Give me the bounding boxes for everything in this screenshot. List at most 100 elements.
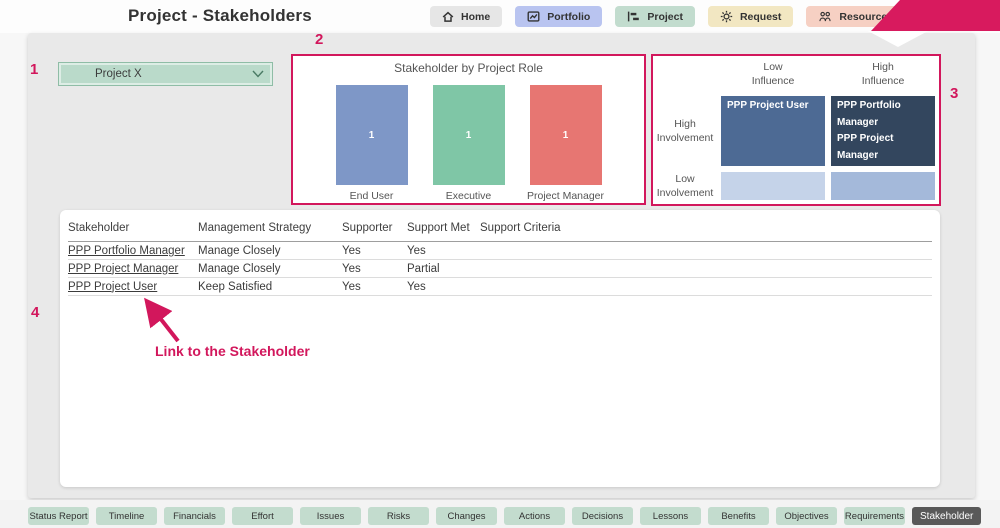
annotation-marker-2: 2 bbox=[315, 31, 324, 48]
cell-support-criteria bbox=[480, 277, 932, 296]
bar-column: 1 Project Manager bbox=[526, 85, 605, 202]
matrix-cell-stakeholder: PPP Project User bbox=[727, 100, 809, 111]
cell-support-criteria bbox=[480, 259, 932, 278]
cell-support-criteria bbox=[480, 241, 932, 260]
bar-data-label: 1 bbox=[465, 129, 472, 141]
tab-status-report[interactable]: Status Report bbox=[28, 507, 89, 525]
col-header-supporter: Supporter bbox=[342, 214, 407, 242]
tab-decisions[interactable]: Decisions bbox=[572, 507, 633, 525]
cell-management-strategy: Manage Closely bbox=[198, 241, 342, 260]
matrix-corner bbox=[655, 58, 715, 90]
request-icon bbox=[720, 10, 733, 23]
bottom-tab-bar: Status Report Timeline Financials Effort Iss… bbox=[0, 500, 1000, 528]
nav-button-label: Project bbox=[647, 10, 683, 23]
matrix-cell[interactable]: PPP Portfolio Manager PPP Project Manager bbox=[831, 96, 935, 166]
nav-portfolio-button[interactable]: Portfolio bbox=[515, 6, 603, 27]
matrix-cell-stakeholder: PPP Project Manager bbox=[837, 133, 894, 161]
resource-icon bbox=[818, 10, 832, 23]
cell-supporter: Yes bbox=[342, 259, 407, 278]
bar-column: 1 Executive bbox=[432, 85, 505, 202]
page-title: Project - Stakeholders bbox=[128, 6, 312, 25]
cell-supporter: Yes bbox=[342, 277, 407, 296]
cell-stakeholder: PPP Project Manager bbox=[68, 259, 198, 278]
col-header-support-criteria: Support Criteria bbox=[480, 214, 932, 242]
tab-lessons[interactable]: Lessons bbox=[640, 507, 701, 525]
matrix-col-header: High Influence bbox=[861, 60, 905, 87]
tab-timeline[interactable]: Timeline bbox=[96, 507, 157, 525]
tab-benefits[interactable]: Benefits bbox=[708, 507, 769, 525]
col-header-management-strategy: Management Strategy bbox=[198, 214, 342, 242]
stakeholder-link[interactable]: PPP Portfolio Manager bbox=[68, 244, 185, 257]
tab-effort[interactable]: Effort bbox=[232, 507, 293, 525]
matrix-cell[interactable] bbox=[831, 172, 935, 201]
bar-category-label: End User bbox=[349, 190, 394, 202]
bar-data-label: 1 bbox=[562, 129, 569, 141]
tab-financials[interactable]: Financials bbox=[164, 507, 225, 525]
stakeholder-by-role-chart: Stakeholder by Project Role 1 End User 1 Ex… bbox=[291, 54, 646, 205]
influence-involvement-matrix: Low Influence High Influence High Involvement… bbox=[651, 54, 941, 206]
cell-stakeholder: PPP Project User bbox=[68, 277, 198, 296]
tab-objectives[interactable]: Objectives bbox=[776, 507, 837, 525]
stakeholder-table-card: Stakeholder Management Strategy Supporte… bbox=[60, 210, 940, 487]
tab-issues[interactable]: Issues bbox=[300, 507, 361, 525]
bar-category-label: Executive bbox=[445, 190, 492, 202]
cell-support-met: Partial bbox=[407, 259, 480, 278]
cell-supporter: Yes bbox=[342, 241, 407, 260]
portfolio-icon bbox=[527, 10, 540, 23]
nav-home-button[interactable]: Home bbox=[430, 6, 503, 27]
matrix-grid: Low Influence High Influence High Involvement… bbox=[655, 58, 935, 201]
project-slicer-value: Project X bbox=[95, 68, 142, 80]
nav-bar: Home Portfolio Project Request Resource bbox=[430, 6, 900, 27]
bar-executive[interactable]: 1 bbox=[432, 85, 505, 185]
table-row: PPP Project User Keep Satisfied Yes Yes bbox=[68, 277, 932, 296]
bar-category-label: Project Manager bbox=[526, 190, 605, 202]
table-row: PPP Project Manager Manage Closely Yes Part… bbox=[68, 259, 932, 278]
annotation-marker-3: 3 bbox=[950, 85, 959, 102]
stakeholder-link[interactable]: PPP Project User bbox=[68, 280, 158, 293]
chart-title: Stakeholder by Project Role bbox=[394, 61, 543, 75]
col-header-support-met: Support Met bbox=[407, 214, 480, 242]
table-header-row: Stakeholder Management Strategy Supporte… bbox=[68, 214, 932, 242]
tab-stakeholder[interactable]: Stakeholder bbox=[912, 507, 982, 525]
matrix-cell-stakeholder: PPP Portfolio Manager bbox=[837, 100, 901, 128]
bar-end-user[interactable]: 1 bbox=[335, 85, 408, 185]
tab-requirements[interactable]: Requirements bbox=[844, 507, 905, 525]
table-row: PPP Portfolio Manager Manage Closely Yes Ye… bbox=[68, 241, 932, 260]
stakeholder-link[interactable]: PPP Project Manager bbox=[68, 262, 179, 275]
cell-management-strategy: Keep Satisfied bbox=[198, 277, 342, 296]
cell-support-met: Yes bbox=[407, 277, 480, 296]
nav-request-button[interactable]: Request bbox=[707, 6, 794, 27]
annotation-marker-4: 4 bbox=[31, 304, 40, 321]
annotation-marker-1: 1 bbox=[30, 61, 39, 78]
bar-project-manager[interactable]: 1 bbox=[529, 85, 602, 185]
project-icon bbox=[627, 10, 640, 23]
project-slicer-dropdown[interactable]: Project X bbox=[58, 62, 273, 86]
stakeholder-table: Stakeholder Management Strategy Supporte… bbox=[68, 214, 932, 296]
cell-management-strategy: Manage Closely bbox=[198, 259, 342, 278]
chevron-down-icon bbox=[252, 70, 272, 78]
nav-button-label: Portfolio bbox=[547, 10, 591, 23]
top-header-bar: Project - Stakeholders Home Portfolio Proj… bbox=[0, 0, 1000, 33]
matrix-row-header: Low Involvement bbox=[656, 173, 714, 200]
cell-stakeholder: PPP Portfolio Manager bbox=[68, 241, 198, 260]
annotation-arrow-label: Link to the Stakeholder bbox=[155, 343, 310, 359]
annotation-arrow bbox=[144, 297, 180, 343]
bar-chart-plot: 1 End User 1 Executive 1 Project Manager bbox=[293, 85, 644, 202]
tab-actions[interactable]: Actions bbox=[504, 507, 565, 525]
table-body: PPP Portfolio Manager Manage Closely Yes Ye… bbox=[68, 241, 932, 296]
matrix-col-header: Low Influence bbox=[751, 60, 795, 87]
tabs-row: Status Report Timeline Financials Effort Iss… bbox=[28, 507, 982, 525]
nav-project-button[interactable]: Project bbox=[615, 6, 695, 27]
matrix-cell[interactable] bbox=[721, 172, 825, 201]
nav-resource-button[interactable]: Resource bbox=[806, 6, 900, 27]
cell-support-met: Yes bbox=[407, 241, 480, 260]
tab-risks[interactable]: Risks bbox=[368, 507, 429, 525]
col-header-stakeholder: Stakeholder bbox=[68, 214, 198, 242]
matrix-cell[interactable]: PPP Project User bbox=[721, 96, 825, 166]
matrix-row-header: High Involvement bbox=[656, 117, 714, 144]
nav-button-label: Home bbox=[461, 10, 491, 23]
nav-button-label: Resource bbox=[839, 10, 888, 23]
home-icon bbox=[442, 11, 454, 23]
bar-column: 1 End User bbox=[335, 85, 408, 202]
tab-changes[interactable]: Changes bbox=[436, 507, 497, 525]
